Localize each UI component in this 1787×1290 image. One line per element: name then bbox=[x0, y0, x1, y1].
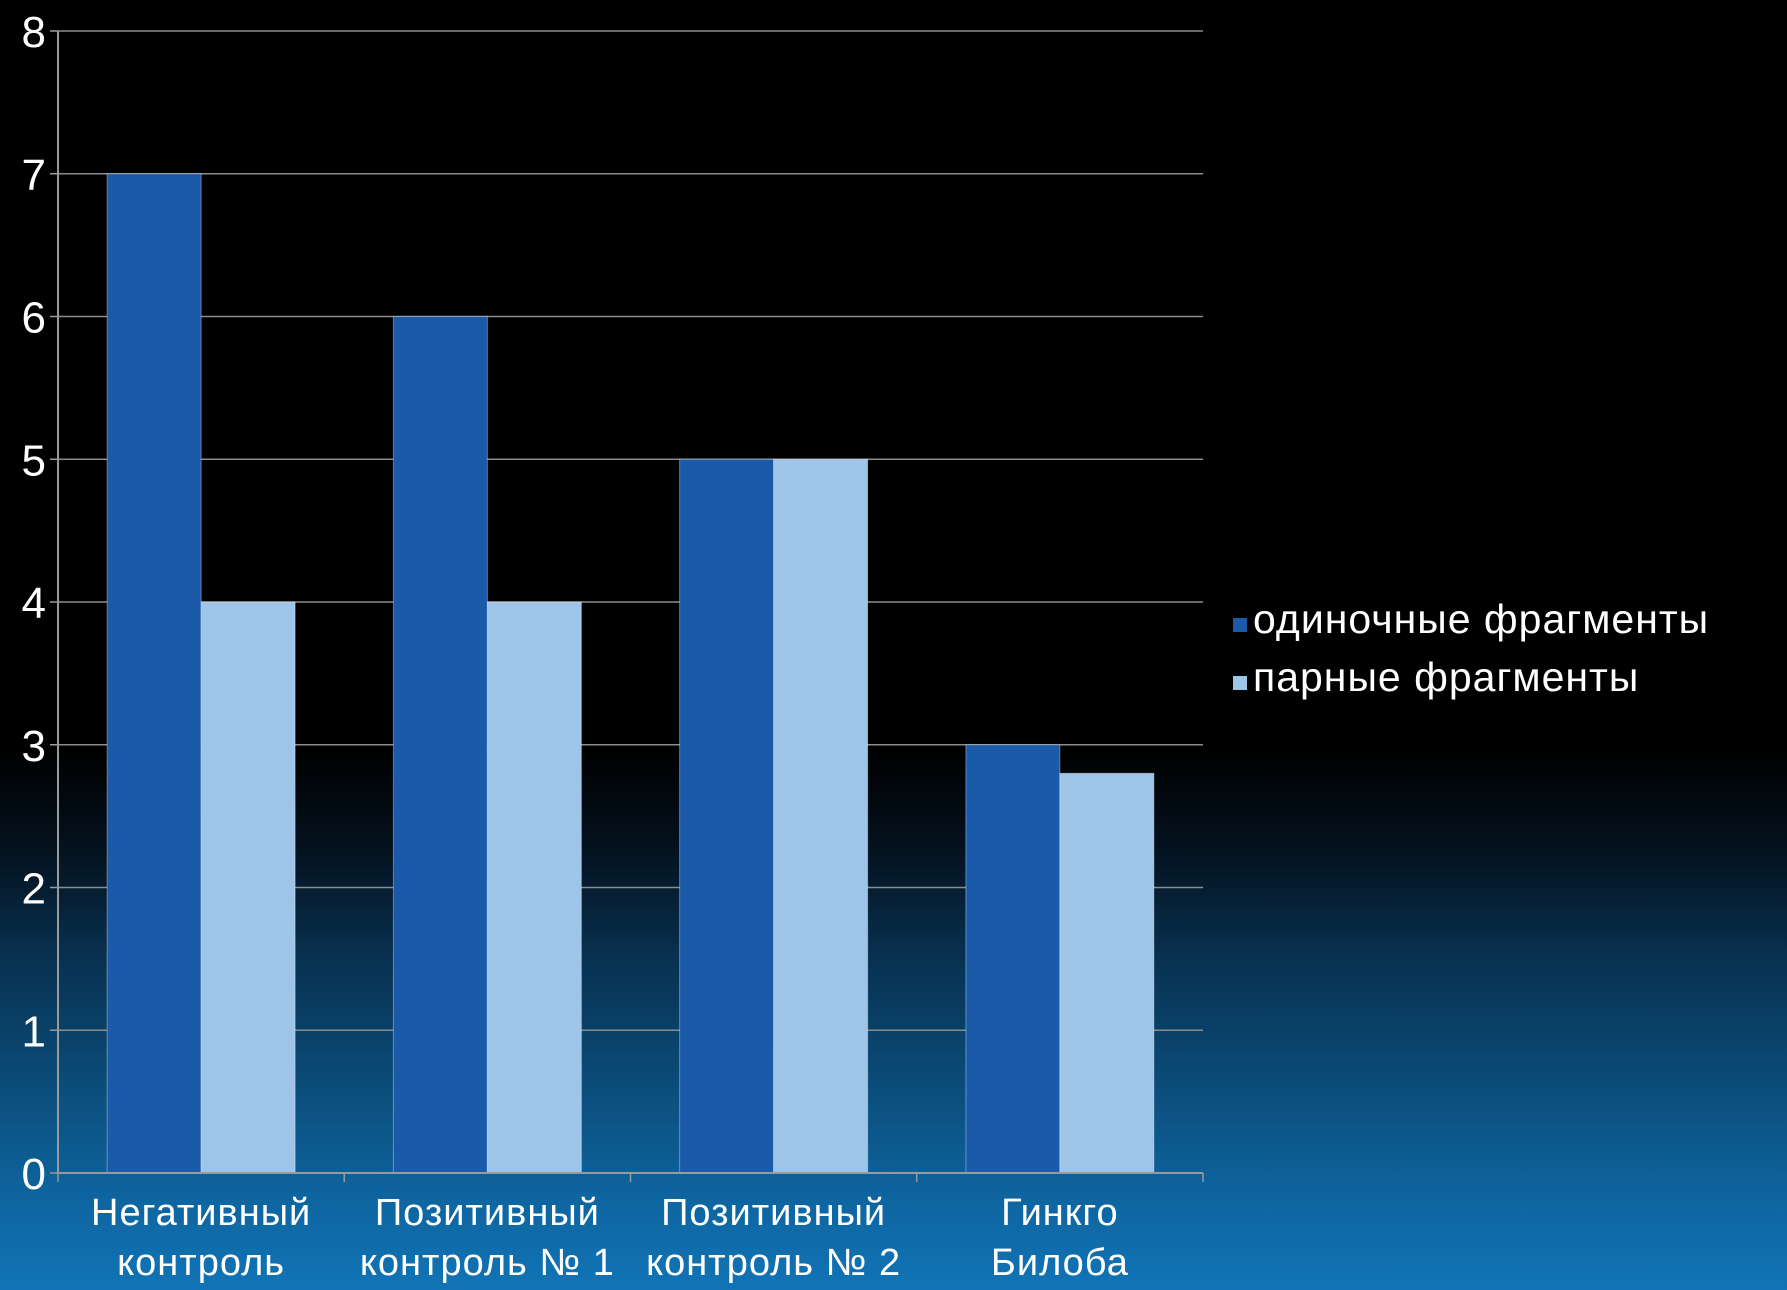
bar-single-2 bbox=[679, 458, 775, 1174]
bar-single-0 bbox=[106, 173, 202, 1174]
y-tick-label: 0 bbox=[22, 1150, 46, 1199]
y-tick-label: 7 bbox=[22, 151, 46, 200]
y-tick-label: 8 bbox=[22, 8, 46, 57]
bar-paired-2 bbox=[773, 458, 869, 1174]
bar-single-1 bbox=[392, 316, 488, 1174]
bar-paired-0 bbox=[200, 601, 296, 1174]
y-tick-labels: 0 1 2 3 4 5 6 7 8 bbox=[22, 8, 46, 1199]
y-tick-label: 3 bbox=[22, 722, 46, 771]
y-tick-label: 5 bbox=[22, 436, 46, 485]
x-category-label: контроль № 1 bbox=[360, 1242, 615, 1284]
x-category-label: Гинкго bbox=[1001, 1192, 1118, 1234]
x-category-label: Позитивный bbox=[661, 1192, 886, 1234]
x-category-label: контроль № 2 bbox=[646, 1242, 901, 1284]
bar-paired-1 bbox=[486, 601, 582, 1174]
bar-paired-3 bbox=[1059, 772, 1155, 1174]
bars bbox=[106, 173, 1155, 1174]
y-tick-label: 1 bbox=[22, 1007, 46, 1056]
x-category-label: Билоба bbox=[991, 1242, 1129, 1284]
y-tick-label: 4 bbox=[22, 579, 46, 628]
legend-label: парные фрагменты bbox=[1253, 654, 1639, 700]
x-category-label: Негативный bbox=[91, 1192, 311, 1234]
legend-swatch bbox=[1233, 676, 1247, 690]
bar-single-3 bbox=[965, 744, 1061, 1174]
x-category-labels: Негативный контроль Позитивный контроль № 1… bbox=[91, 1192, 1129, 1284]
x-category-label: Позитивный bbox=[375, 1192, 600, 1234]
legend-swatch bbox=[1233, 618, 1247, 632]
y-tick-label: 2 bbox=[22, 865, 46, 914]
y-tick-label: 6 bbox=[22, 294, 46, 343]
legend-label: одиночные фрагменты bbox=[1253, 596, 1709, 642]
legend: одиночные фрагменты парные фрагменты bbox=[1233, 596, 1709, 700]
x-category-label: контроль bbox=[117, 1242, 285, 1284]
axes bbox=[50, 30, 1204, 1182]
